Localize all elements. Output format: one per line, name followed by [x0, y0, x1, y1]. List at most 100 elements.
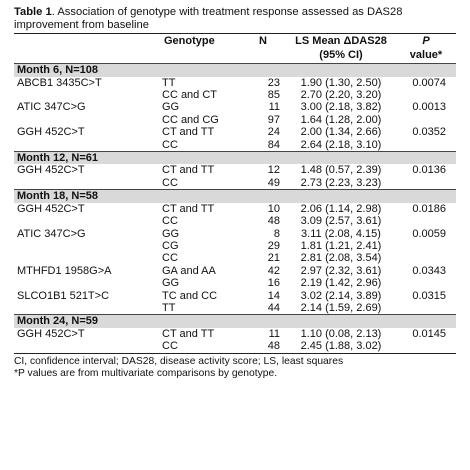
- genotype-cell: CC: [142, 340, 240, 354]
- p-value-cell: [396, 240, 456, 252]
- n-cell: 11: [268, 327, 280, 340]
- section-title: Month 12, N=61: [14, 150, 456, 165]
- genotype-cell: CC: [162, 252, 178, 265]
- table-figure: Table 1. Association of genotype with tr…: [14, 6, 456, 381]
- ls-mean-cell: 3.09 (2.57, 3.61): [300, 215, 382, 228]
- genotype-cell: TC and CC: [162, 289, 218, 302]
- n-cell: 49: [240, 176, 286, 191]
- header-ls-mean-line1: LS Mean ΔDAS28: [295, 35, 387, 47]
- table-section: Month 18, N=58 GGH 452C>T CT and TT 10 2.06 …: [14, 189, 456, 316]
- results-table: Genotype N LS Mean ΔDAS28 (95% CI) P val…: [14, 33, 456, 354]
- gene-cell: MTHFD1 1958G>A: [17, 264, 112, 277]
- n-cell: 10: [267, 202, 280, 215]
- ls-mean-cell: 2.73 (2.23, 3.23): [286, 176, 396, 191]
- table-row: GG 16 2.19 (1.42, 2.96): [14, 277, 456, 289]
- table-caption-label: Table 1: [14, 6, 52, 18]
- section-header-row: Month 18, N=58: [14, 189, 456, 203]
- p-value-cell: [396, 215, 456, 227]
- ls-mean-cell: 2.45 (1.88, 3.02): [286, 340, 396, 354]
- table-row: ATIC 347C>G GG 8 3.11 (2.08, 4.15) 0.0059: [14, 228, 456, 240]
- p-value-cell: 0.0013: [412, 101, 446, 114]
- gene-cell: [14, 89, 142, 101]
- genotype-cell: CT and TT: [162, 126, 215, 139]
- table-row: CC 48 3.09 (2.57, 3.61): [14, 215, 456, 227]
- n-cell: 97: [267, 113, 280, 126]
- genotype-cell: CC: [142, 138, 240, 152]
- p-value-cell: 0.0059: [412, 227, 446, 240]
- genotype-cell: GA and AA: [162, 264, 216, 277]
- genotype-cell: TT: [142, 302, 240, 316]
- header-ls-mean-line2: (95% CI): [319, 48, 363, 61]
- gene-cell: [14, 176, 142, 191]
- n-cell: 24: [267, 126, 280, 139]
- table-row: CC 84 2.64 (2.18, 3.10): [14, 138, 456, 152]
- n-cell: 42: [267, 264, 280, 277]
- gene-cell: [14, 138, 142, 152]
- table-row: CC 49 2.73 (2.23, 3.23): [14, 176, 456, 191]
- genotype-cell: CT and TT: [162, 202, 215, 215]
- header-p-value-line1: P: [422, 35, 430, 47]
- genotype-cell: GG: [162, 101, 180, 114]
- n-cell: 84: [240, 138, 286, 152]
- p-value-cell: [396, 277, 456, 289]
- ls-mean-cell: 2.97 (2.32, 3.61): [300, 264, 382, 277]
- table-row: CC and CG 97 1.64 (1.28, 2.00): [14, 114, 456, 126]
- gene-cell: [14, 240, 142, 252]
- section-header-row: Month 6, N=108: [14, 63, 456, 77]
- table-row: CC 48 2.45 (1.88, 3.02): [14, 340, 456, 354]
- table-row: GGH 452C>T CT and TT 11 1.10 (0.08, 2.13) 0.…: [14, 328, 456, 340]
- gene-cell: [14, 340, 142, 354]
- section-header-row: Month 24, N=59: [14, 314, 456, 328]
- ls-mean-cell: 3.11 (2.08, 4.15): [301, 227, 381, 240]
- gene-cell: ATIC 347C>G: [17, 227, 86, 240]
- footnote-abbreviations: CI, confidence interval; DAS28, disease …: [14, 355, 344, 367]
- ls-mean-cell: 1.64 (1.28, 2.00): [300, 113, 382, 126]
- genotype-cell: GG: [162, 227, 180, 240]
- p-value-cell: 0.0136: [412, 164, 446, 177]
- table-row: TT 44 2.14 (1.59, 2.69): [14, 302, 456, 316]
- p-value-cell: [396, 138, 456, 152]
- n-cell: 14: [267, 289, 280, 302]
- genotype-cell: CT and TT: [162, 327, 215, 340]
- table-row: CG 29 1.81 (1.21, 2.41): [14, 240, 456, 252]
- p-value-cell: [396, 176, 456, 191]
- p-value-cell: 0.0343: [412, 264, 446, 277]
- p-value-cell: 0.0074: [412, 76, 446, 89]
- ls-mean-cell: 2.81 (2.08, 3.54): [300, 252, 382, 265]
- p-value-cell: [396, 340, 456, 354]
- gene-cell: GGH 452C>T: [17, 327, 85, 340]
- genotype-cell: GG: [162, 277, 180, 290]
- gene-cell: ABCB1 3435C>T: [17, 76, 102, 89]
- ls-mean-cell: 3.02 (2.14, 3.89): [300, 289, 382, 302]
- p-value-cell: 0.0186: [412, 202, 446, 215]
- n-cell: 21: [267, 252, 280, 265]
- genotype-cell: CC and CT: [162, 88, 218, 101]
- table-row: GGH 452C>T CT and TT 24 2.00 (1.34, 2.66) 0.…: [14, 126, 456, 138]
- section-title: Month 18, N=58: [14, 189, 456, 203]
- table-footnotes: CI, confidence interval; DAS28, disease …: [14, 356, 456, 381]
- table-row: CC and CT 85 2.70 (2.20, 3.20): [14, 89, 456, 101]
- n-cell: 16: [267, 277, 280, 290]
- table-row: CC 21 2.81 (2.08, 3.54): [14, 252, 456, 264]
- gene-cell: GGH 452C>T: [17, 164, 85, 177]
- genotype-cell: CC and CG: [162, 113, 219, 126]
- p-value-cell: [396, 89, 456, 101]
- n-cell: 8: [273, 227, 280, 240]
- n-cell: 85: [267, 88, 280, 101]
- table-row: ATIC 347C>G GG 11 3.00 (2.18, 3.82) 0.0013: [14, 101, 456, 113]
- n-cell: 23: [267, 76, 280, 89]
- ls-mean-cell: 1.48 (0.57, 2.39): [300, 164, 382, 177]
- ls-mean-cell: 3.00 (2.18, 3.82): [300, 101, 382, 114]
- genotype-cell: CG: [162, 239, 179, 252]
- gene-cell: GGH 452C>T: [17, 202, 85, 215]
- ls-mean-cell: 1.90 (1.30, 2.50): [300, 76, 382, 89]
- ls-mean-cell: 1.81 (1.21, 2.41): [300, 239, 382, 252]
- table-header: Genotype N LS Mean ΔDAS28 (95% CI) P val…: [14, 33, 456, 64]
- ls-mean-cell: 2.06 (1.14, 2.98): [300, 202, 382, 215]
- header-p-value-line2: value*: [409, 48, 443, 61]
- gene-cell: SLCO1B1 521T>C: [17, 289, 110, 302]
- table-caption: Table 1. Association of genotype with tr…: [14, 6, 456, 32]
- gene-cell: [14, 277, 142, 289]
- table-section: Month 24, N=59 GGH 452C>T CT and TT 11 1.10 …: [14, 314, 456, 354]
- ls-mean-cell: 2.14 (1.59, 2.69): [286, 302, 396, 316]
